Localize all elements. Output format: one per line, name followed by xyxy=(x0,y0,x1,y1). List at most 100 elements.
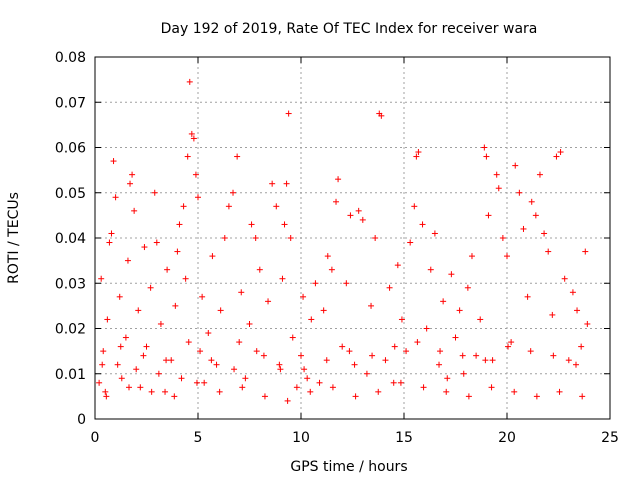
data-point-marker xyxy=(573,361,580,368)
data-point-marker xyxy=(378,112,385,119)
data-point-marker xyxy=(184,153,191,160)
y-axis-label: ROTI / TECUs xyxy=(6,192,22,284)
data-point-marker xyxy=(582,248,589,255)
data-point-marker xyxy=(489,357,496,364)
y-tick-label: 0.07 xyxy=(55,95,86,111)
data-point-marker xyxy=(178,375,185,382)
data-point-marker xyxy=(102,388,109,395)
y-tick-label: 0 xyxy=(77,412,86,428)
data-points xyxy=(96,78,591,404)
data-point-marker xyxy=(135,307,142,314)
data-point-marker xyxy=(483,153,490,160)
data-point-marker xyxy=(386,284,393,291)
data-point-marker xyxy=(197,348,204,355)
y-tick-label: 0.06 xyxy=(55,141,86,157)
y-tick-label: 0.04 xyxy=(55,231,86,247)
x-tick-label: 10 xyxy=(292,430,310,446)
data-point-marker xyxy=(98,275,105,282)
data-point-marker xyxy=(106,239,113,246)
x-axis-label: GPS time / hours xyxy=(290,459,407,475)
data-point-marker xyxy=(419,221,426,228)
data-point-marker xyxy=(238,289,245,296)
grid-lines xyxy=(95,57,610,419)
data-point-marker xyxy=(188,130,195,137)
data-point-marker xyxy=(281,221,288,228)
data-point-marker xyxy=(403,348,410,355)
data-point-marker xyxy=(468,253,475,260)
data-point-marker xyxy=(316,379,323,386)
data-point-marker xyxy=(482,357,489,364)
data-point-marker xyxy=(285,110,292,117)
data-point-marker xyxy=(448,271,455,278)
data-point-marker xyxy=(277,366,284,373)
data-point-marker xyxy=(485,212,492,219)
data-point-marker xyxy=(355,207,362,214)
data-point-marker xyxy=(414,339,421,346)
data-point-marker xyxy=(579,393,586,400)
data-point-marker xyxy=(289,334,296,341)
data-point-marker xyxy=(512,162,519,169)
data-point-marker xyxy=(420,384,427,391)
x-tick-label: 25 xyxy=(601,430,619,446)
data-point-marker xyxy=(411,203,418,210)
data-point-marker xyxy=(549,311,556,318)
data-point-marker xyxy=(112,194,119,201)
data-point-marker xyxy=(242,375,249,382)
data-point-marker xyxy=(300,293,307,300)
data-point-marker xyxy=(516,189,523,196)
data-point-marker xyxy=(125,384,132,391)
data-point-marker xyxy=(201,379,208,386)
data-point-marker xyxy=(236,339,243,346)
data-point-marker xyxy=(375,388,382,395)
data-point-marker xyxy=(279,275,286,282)
data-point-marker xyxy=(372,235,379,241)
data-point-marker xyxy=(339,343,346,350)
data-point-marker xyxy=(231,366,238,373)
data-point-marker xyxy=(252,235,259,241)
data-point-marker xyxy=(532,212,539,219)
data-point-marker xyxy=(124,257,131,264)
data-point-marker xyxy=(133,366,140,373)
data-point-marker xyxy=(256,266,263,273)
y-tick-label: 0.08 xyxy=(55,50,86,66)
data-point-marker xyxy=(423,325,430,332)
data-point-marker xyxy=(352,393,359,400)
data-point-marker xyxy=(495,185,502,192)
data-point-marker xyxy=(246,320,253,327)
data-point-marker xyxy=(578,343,585,350)
data-point-marker xyxy=(208,357,215,364)
data-point-marker xyxy=(217,307,224,314)
data-point-marker xyxy=(569,289,576,296)
data-point-marker xyxy=(398,316,405,323)
data-point-marker xyxy=(390,379,397,386)
data-point-marker xyxy=(301,366,308,373)
data-point-marker xyxy=(545,248,552,255)
data-point-marker xyxy=(556,388,563,395)
data-point-marker xyxy=(216,388,223,395)
data-point-marker xyxy=(536,171,543,178)
data-point-marker xyxy=(221,235,228,241)
data-point-marker xyxy=(269,180,276,187)
data-point-marker xyxy=(213,361,220,368)
data-point-marker xyxy=(108,230,115,237)
data-point-marker xyxy=(440,298,447,305)
data-point-marker xyxy=(528,198,535,205)
data-point-marker xyxy=(320,307,327,314)
data-point-marker xyxy=(473,352,480,359)
data-point-marker xyxy=(431,230,438,237)
x-tick-label: 20 xyxy=(498,430,516,446)
y-tick-label: 0.01 xyxy=(55,367,86,383)
data-point-marker xyxy=(527,348,534,355)
data-point-marker xyxy=(382,357,389,364)
data-point-marker xyxy=(265,298,272,305)
data-point-marker xyxy=(182,275,189,282)
data-point-marker xyxy=(541,230,548,237)
data-point-marker xyxy=(248,221,255,228)
data-point-marker xyxy=(369,352,376,359)
data-point-marker xyxy=(553,153,560,160)
data-point-marker xyxy=(413,153,420,160)
y-tick-label: 0.03 xyxy=(55,276,86,292)
data-point-marker xyxy=(550,352,557,359)
data-point-marker xyxy=(368,302,375,309)
data-point-marker xyxy=(477,316,484,323)
